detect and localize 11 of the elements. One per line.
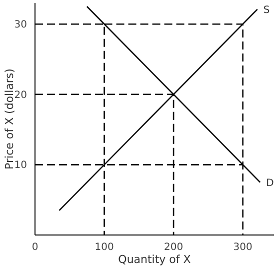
x-tick-label: 0 — [32, 242, 38, 254]
x-axis-title: Quantity of X — [118, 253, 192, 266]
y-tick-label: 30 — [14, 20, 27, 31]
series-label: S — [263, 4, 270, 16]
y-tick-label: 10 — [14, 160, 27, 172]
y-tick-label: 20 — [14, 90, 27, 101]
x-tick-label: 100 — [94, 242, 114, 254]
y-axis-title: Price of X (dollars) — [2, 68, 16, 170]
x-tick-label: 200 — [164, 242, 184, 254]
x-tick-label: 300 — [233, 242, 252, 254]
series-label: D — [266, 178, 274, 189]
